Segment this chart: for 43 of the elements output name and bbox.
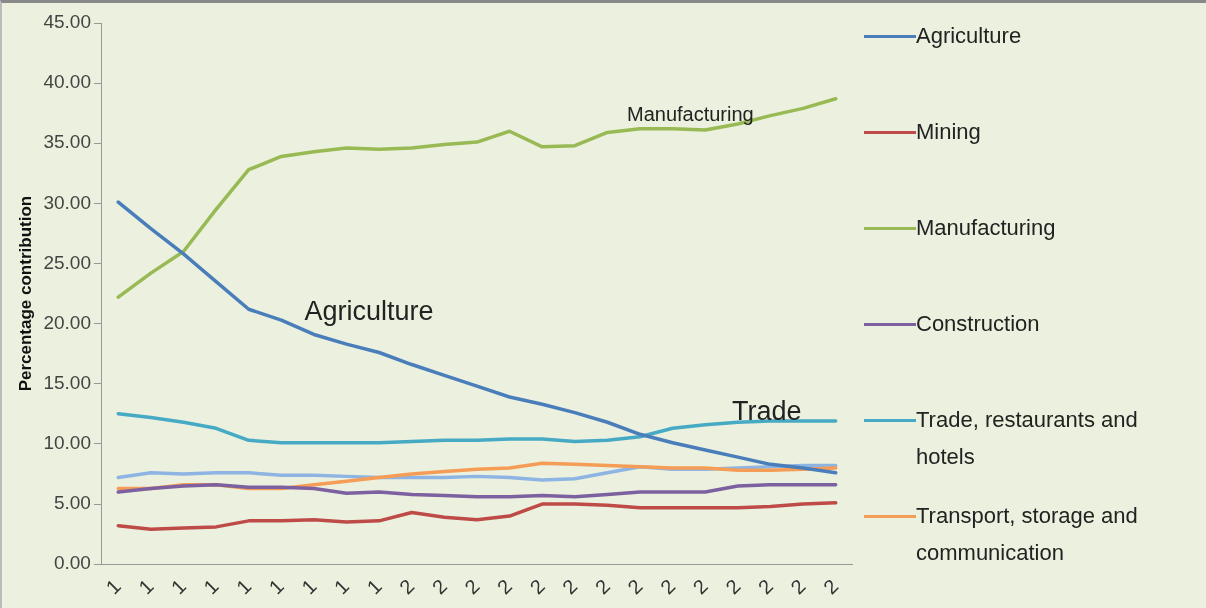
x-tick-label: 1 [329, 574, 354, 599]
x-tick-label: 2 [786, 574, 810, 599]
annotation: Trade [731, 396, 802, 427]
x-tick-label: 1 [101, 574, 125, 599]
y-tick-label: 40.00 [43, 71, 91, 93]
y-tick-label: 30.00 [43, 191, 91, 213]
legend-label: Transport, storage and communication [916, 502, 1139, 567]
x-tick-label: 1 [297, 574, 321, 599]
x-tick-label: 2 [427, 574, 452, 599]
x-tick-label: 1 [166, 574, 191, 599]
x-tick-label: 1 [362, 574, 386, 599]
legend-label: Mining [916, 118, 981, 146]
x-tick-label: 2 [492, 574, 517, 599]
y-tick-label: 5.00 [53, 492, 91, 514]
legend-label: Construction [916, 310, 1040, 338]
legend-label: Manufacturing [916, 214, 1056, 242]
y-tick-label: 25.00 [43, 251, 91, 273]
x-tick-label: 2 [655, 574, 680, 599]
x-tick-label: 2 [688, 574, 712, 599]
y-tick-label: 10.00 [43, 432, 91, 454]
legend-label: Agriculture [916, 22, 1022, 50]
annotation: Manufacturing [626, 102, 754, 125]
legend-label: Trade, restaurants and hotels [916, 406, 1139, 471]
x-tick-label: 1 [134, 574, 158, 599]
x-tick-label: 2 [395, 574, 419, 599]
x-tick-label: 1 [199, 574, 223, 599]
y-tick-label: 35.00 [43, 131, 91, 153]
y-tick-label: 20.00 [43, 311, 91, 333]
x-tick-label: 1 [232, 574, 256, 599]
y-tick-label: 0.00 [53, 552, 91, 574]
y-tick-label: 45.00 [43, 11, 91, 33]
y-axis-title: Percentage contribution [15, 195, 35, 392]
x-tick-label: 2 [525, 574, 549, 599]
x-tick-label: 2 [590, 574, 615, 599]
x-tick-label: 2 [460, 574, 484, 599]
x-tick-label: 2 [819, 574, 843, 599]
x-tick-label: 2 [753, 574, 778, 599]
annotation: Agriculture [304, 295, 434, 326]
y-tick-label: 15.00 [43, 372, 91, 394]
x-tick-label: 2 [623, 574, 647, 599]
x-tick-label: 2 [558, 574, 582, 599]
x-tick-label: 2 [721, 574, 745, 599]
x-tick-label: 1 [264, 574, 289, 599]
